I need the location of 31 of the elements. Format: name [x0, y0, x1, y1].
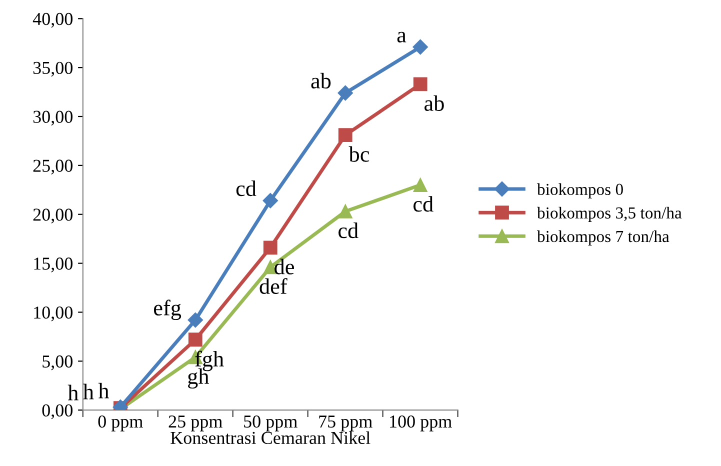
- annotation: de: [274, 258, 294, 274]
- annotation: def: [260, 278, 288, 294]
- y-tick-label: 10,00: [34, 306, 73, 322]
- annotation: ab: [424, 95, 444, 111]
- annotation: h: [98, 382, 110, 398]
- y-tick-label: 5,00: [42, 355, 73, 370]
- y-tick-label: 35,00: [33, 62, 73, 77]
- x-tick-label: 50 ppm: [244, 415, 298, 432]
- annotation: a: [397, 32, 406, 43]
- y-tick-label: 30,00: [33, 110, 73, 126]
- annotation: cd: [338, 222, 358, 238]
- legend-label: biokompos 7 ton/ha: [537, 230, 670, 246]
- x-tick-label: 100 ppm: [390, 415, 452, 432]
- annotation: cd: [236, 180, 256, 196]
- y-tick-label: 25,00: [33, 160, 73, 174]
- x-tick-label: 0 ppm: [98, 415, 143, 432]
- legend-label: biokompos 3,5 ton/ha: [537, 206, 682, 222]
- y-tick-label: 40,00: [32, 12, 73, 28]
- annotation: ab: [311, 72, 331, 88]
- annotation: h: [83, 384, 94, 400]
- x-tick-label: 25 ppm: [168, 416, 222, 432]
- y-tick-label: 15,00: [34, 258, 73, 272]
- annotation: h: [68, 384, 78, 400]
- annotation: bc: [348, 146, 370, 162]
- x-tick-label: 75 ppm: [319, 416, 372, 432]
- annotation: cd: [413, 196, 434, 212]
- y-tick-label: 20,00: [33, 208, 73, 224]
- annotation: efg: [154, 300, 182, 320]
- x-axis-title: Konsentrasi Cemaran Nikel: [170, 431, 370, 444]
- legend-label: biokompos 0: [537, 183, 623, 198]
- y-tick-label: 0,00: [42, 404, 73, 420]
